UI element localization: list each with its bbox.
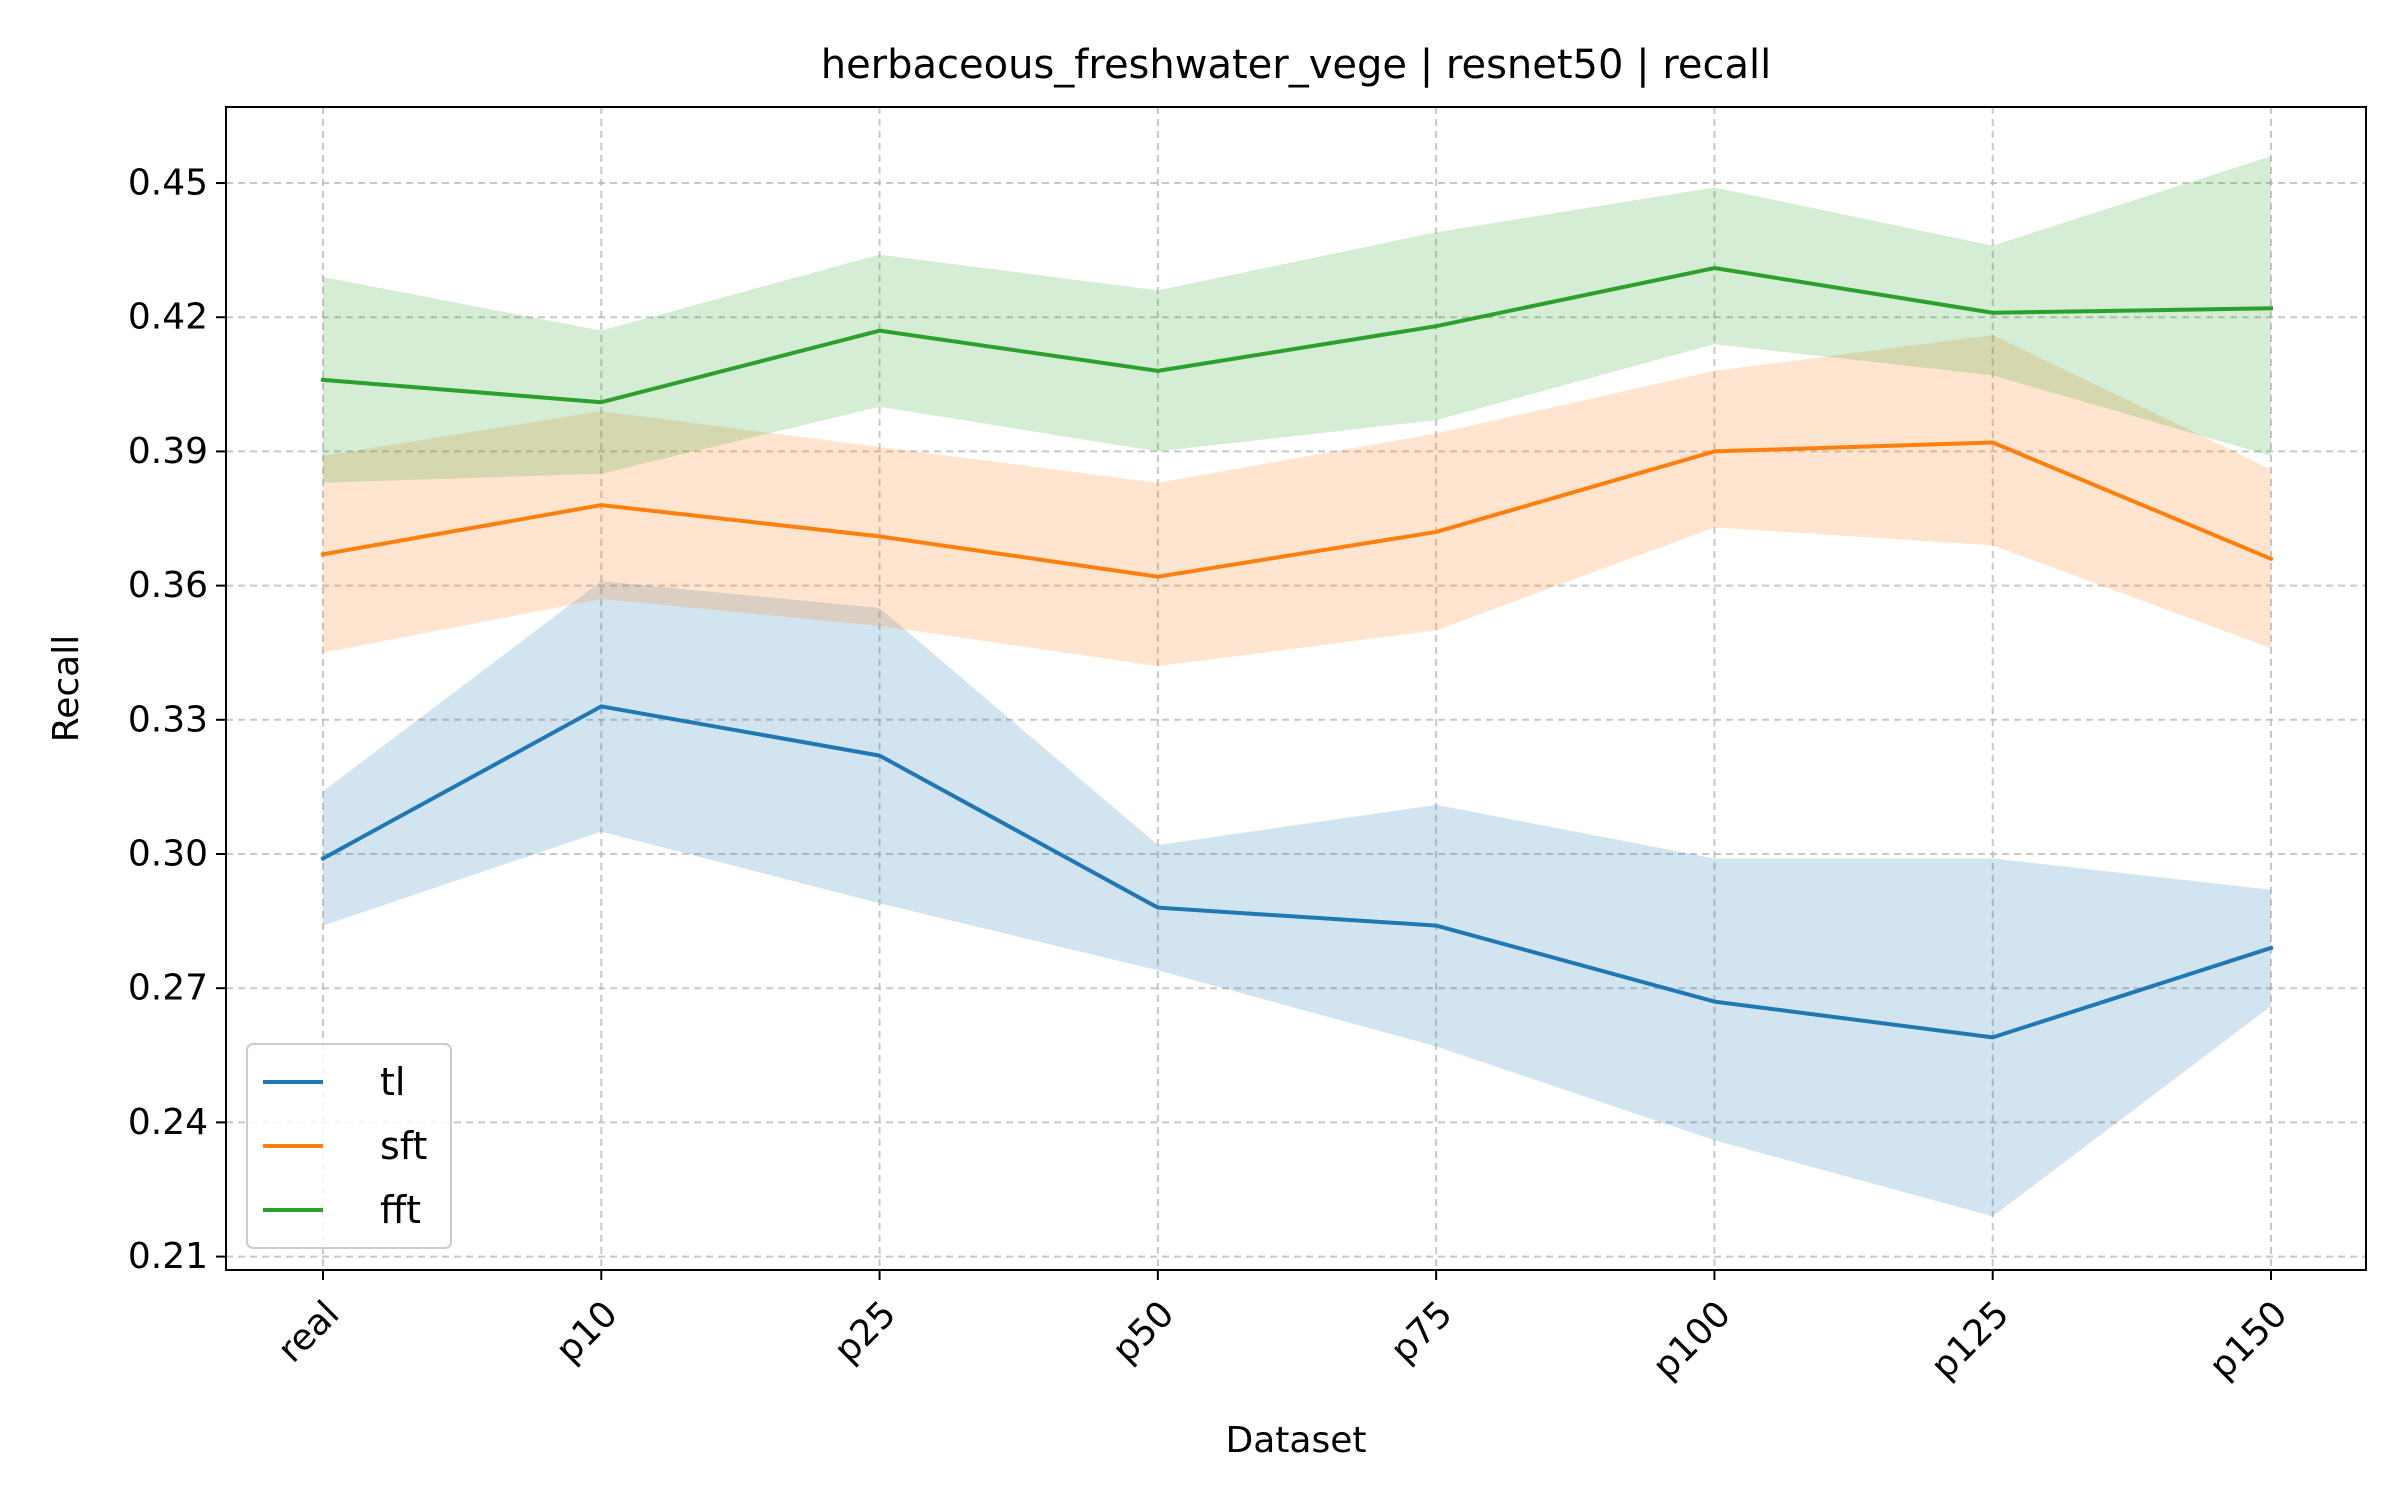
line-fft (320, 266, 2274, 405)
x-axis-label: Dataset (1226, 1420, 1367, 1461)
chart-title: herbaceous_freshwater_vege | resnet50 | … (821, 42, 1772, 88)
line-sft (320, 440, 2274, 579)
line-tl (320, 704, 2274, 1040)
legend-label-fft: fft (380, 1188, 421, 1232)
y-tick-label: 0.45 (128, 163, 208, 204)
band-fft (323, 156, 2271, 483)
legend-frame (246, 1043, 452, 1249)
legend: tl sft fft (246, 1043, 452, 1249)
y-tick-label: 0.21 (128, 1236, 208, 1277)
y-tick-label: 0.39 (128, 431, 208, 472)
legend-label-sft: sft (380, 1124, 427, 1168)
confidence-bands (323, 156, 2271, 1217)
y-axis-ticks: 0.21 0.24 0.27 0.30 0.33 0.36 0.39 0.42 0.45 (128, 163, 226, 1277)
y-tick-label: 0.42 (128, 297, 208, 338)
y-axis-label: Recall (46, 635, 87, 742)
y-tick-label: 0.33 (128, 699, 208, 740)
grid (226, 107, 2366, 1270)
band-sft (323, 335, 2271, 667)
series-lines (320, 266, 2274, 1040)
legend-label-tl: tl (380, 1060, 405, 1104)
band-tl (323, 581, 2271, 1217)
y-tick-label: 0.36 (128, 565, 208, 606)
y-tick-label: 0.30 (128, 834, 208, 875)
y-tick-label: 0.24 (128, 1102, 208, 1143)
y-tick-label: 0.27 (128, 968, 208, 1009)
plot-area-frame (225, 106, 2367, 1271)
